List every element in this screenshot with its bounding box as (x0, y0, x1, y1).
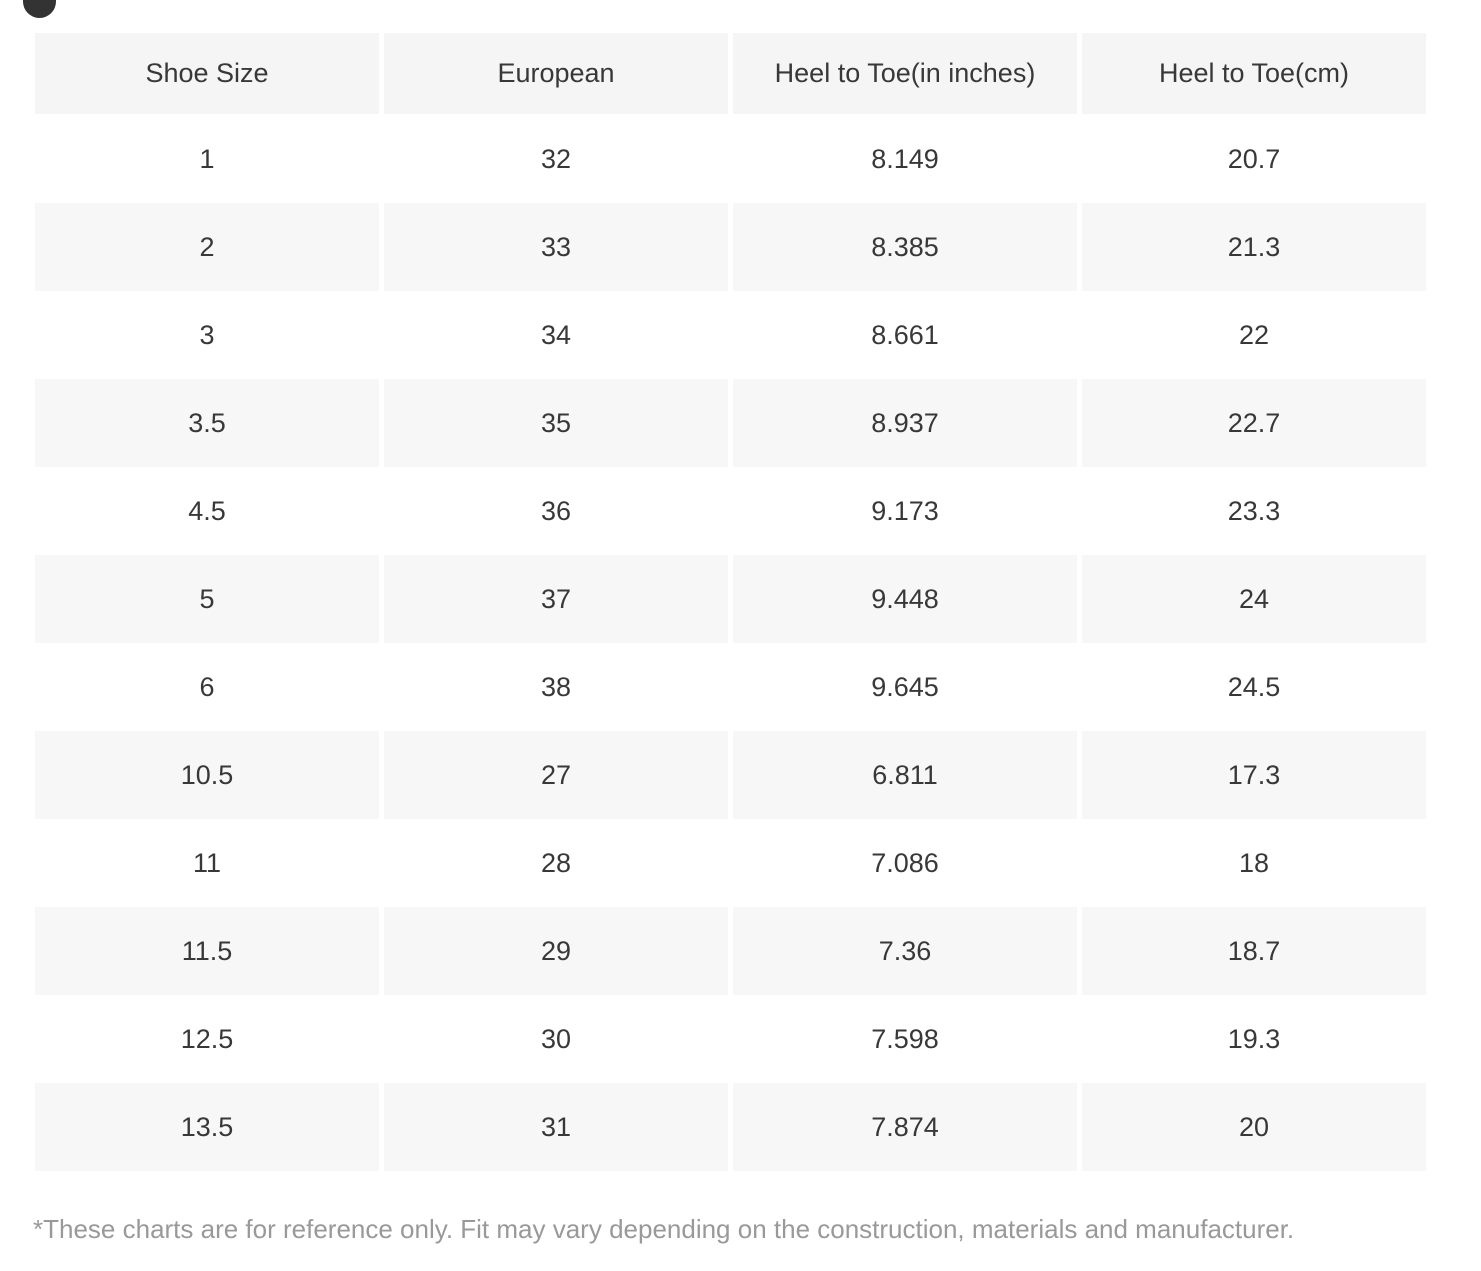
table-cell: 31 (384, 1083, 728, 1171)
table-cell: 37 (384, 555, 728, 643)
table-cell: 38 (384, 643, 728, 731)
table-cell: 9.645 (733, 643, 1077, 731)
size-chart-table: Shoe Size European Heel to Toe(in inches… (35, 33, 1426, 1171)
size-chart: Shoe Size European Heel to Toe(in inches… (35, 33, 1426, 1171)
table-cell: 32 (384, 115, 728, 203)
table-cell: 10.5 (35, 731, 379, 819)
table-cell: 3.5 (35, 379, 379, 467)
table-cell: 18.7 (1082, 907, 1426, 995)
table-cell: 20 (1082, 1083, 1426, 1171)
table-cell: 24 (1082, 555, 1426, 643)
table-row: 6 38 9.645 24.5 (35, 643, 1426, 731)
column-header-european: European (384, 33, 728, 114)
table-row: 11.5 29 7.36 18.7 (35, 907, 1426, 995)
table-cell: 20.7 (1082, 115, 1426, 203)
table-body: 1 32 8.149 20.7 2 33 8.385 21.3 3 34 8.661 22 3.5 35 8… (35, 115, 1426, 1171)
table-cell: 7.874 (733, 1083, 1077, 1171)
table-cell: 33 (384, 203, 728, 291)
table-cell: 8.661 (733, 291, 1077, 379)
table-cell: 13.5 (35, 1083, 379, 1171)
table-cell: 8.385 (733, 203, 1077, 291)
table-cell: 19.3 (1082, 995, 1426, 1083)
table-header-row: Shoe Size European Heel to Toe(in inches… (35, 33, 1426, 114)
table-cell: 12.5 (35, 995, 379, 1083)
table-row: 10.5 27 6.811 17.3 (35, 731, 1426, 819)
table-cell: 1 (35, 115, 379, 203)
table-row: 3.5 35 8.937 22.7 (35, 379, 1426, 467)
column-header-shoe-size: Shoe Size (35, 33, 379, 114)
table-cell: 27 (384, 731, 728, 819)
table-row: 3 34 8.661 22 (35, 291, 1426, 379)
table-cell: 2 (35, 203, 379, 291)
table-cell: 24.5 (1082, 643, 1426, 731)
column-header-heel-to-toe-cm: Heel to Toe(cm) (1082, 33, 1426, 114)
table-cell: 8.937 (733, 379, 1077, 467)
table-cell: 23.3 (1082, 467, 1426, 555)
table-cell: 8.149 (733, 115, 1077, 203)
table-cell: 17.3 (1082, 731, 1426, 819)
table-cell: 9.448 (733, 555, 1077, 643)
table-row: 13.5 31 7.874 20 (35, 1083, 1426, 1171)
table-cell: 22.7 (1082, 379, 1426, 467)
table-cell: 6 (35, 643, 379, 731)
table-cell: 35 (384, 379, 728, 467)
table-cell: 11 (35, 819, 379, 907)
table-cell: 21.3 (1082, 203, 1426, 291)
table-cell: 36 (384, 467, 728, 555)
footnote: *These charts are for reference only. Fi… (33, 1214, 1295, 1244)
column-header-heel-to-toe-inches: Heel to Toe(in inches) (733, 33, 1077, 114)
table-row: 12.5 30 7.598 19.3 (35, 995, 1426, 1083)
table-cell: 3 (35, 291, 379, 379)
table-cell: 6.811 (733, 731, 1077, 819)
table-row: 11 28 7.086 18 (35, 819, 1426, 907)
table-cell: 11.5 (35, 907, 379, 995)
table-cell: 28 (384, 819, 728, 907)
table-cell: 5 (35, 555, 379, 643)
table-row: 1 32 8.149 20.7 (35, 115, 1426, 203)
table-cell: 7.36 (733, 907, 1077, 995)
table-cell: 34 (384, 291, 728, 379)
table-cell: 22 (1082, 291, 1426, 379)
table-cell: 4.5 (35, 467, 379, 555)
table-cell: 9.173 (733, 467, 1077, 555)
table-row: 4.5 36 9.173 23.3 (35, 467, 1426, 555)
table-cell: 18 (1082, 819, 1426, 907)
table-cell: 30 (384, 995, 728, 1083)
table-cell: 29 (384, 907, 728, 995)
table-cell: 7.598 (733, 995, 1077, 1083)
table-row: 2 33 8.385 21.3 (35, 203, 1426, 291)
dark-circle-badge-icon (23, 0, 56, 18)
table-cell: 7.086 (733, 819, 1077, 907)
table-row: 5 37 9.448 24 (35, 555, 1426, 643)
